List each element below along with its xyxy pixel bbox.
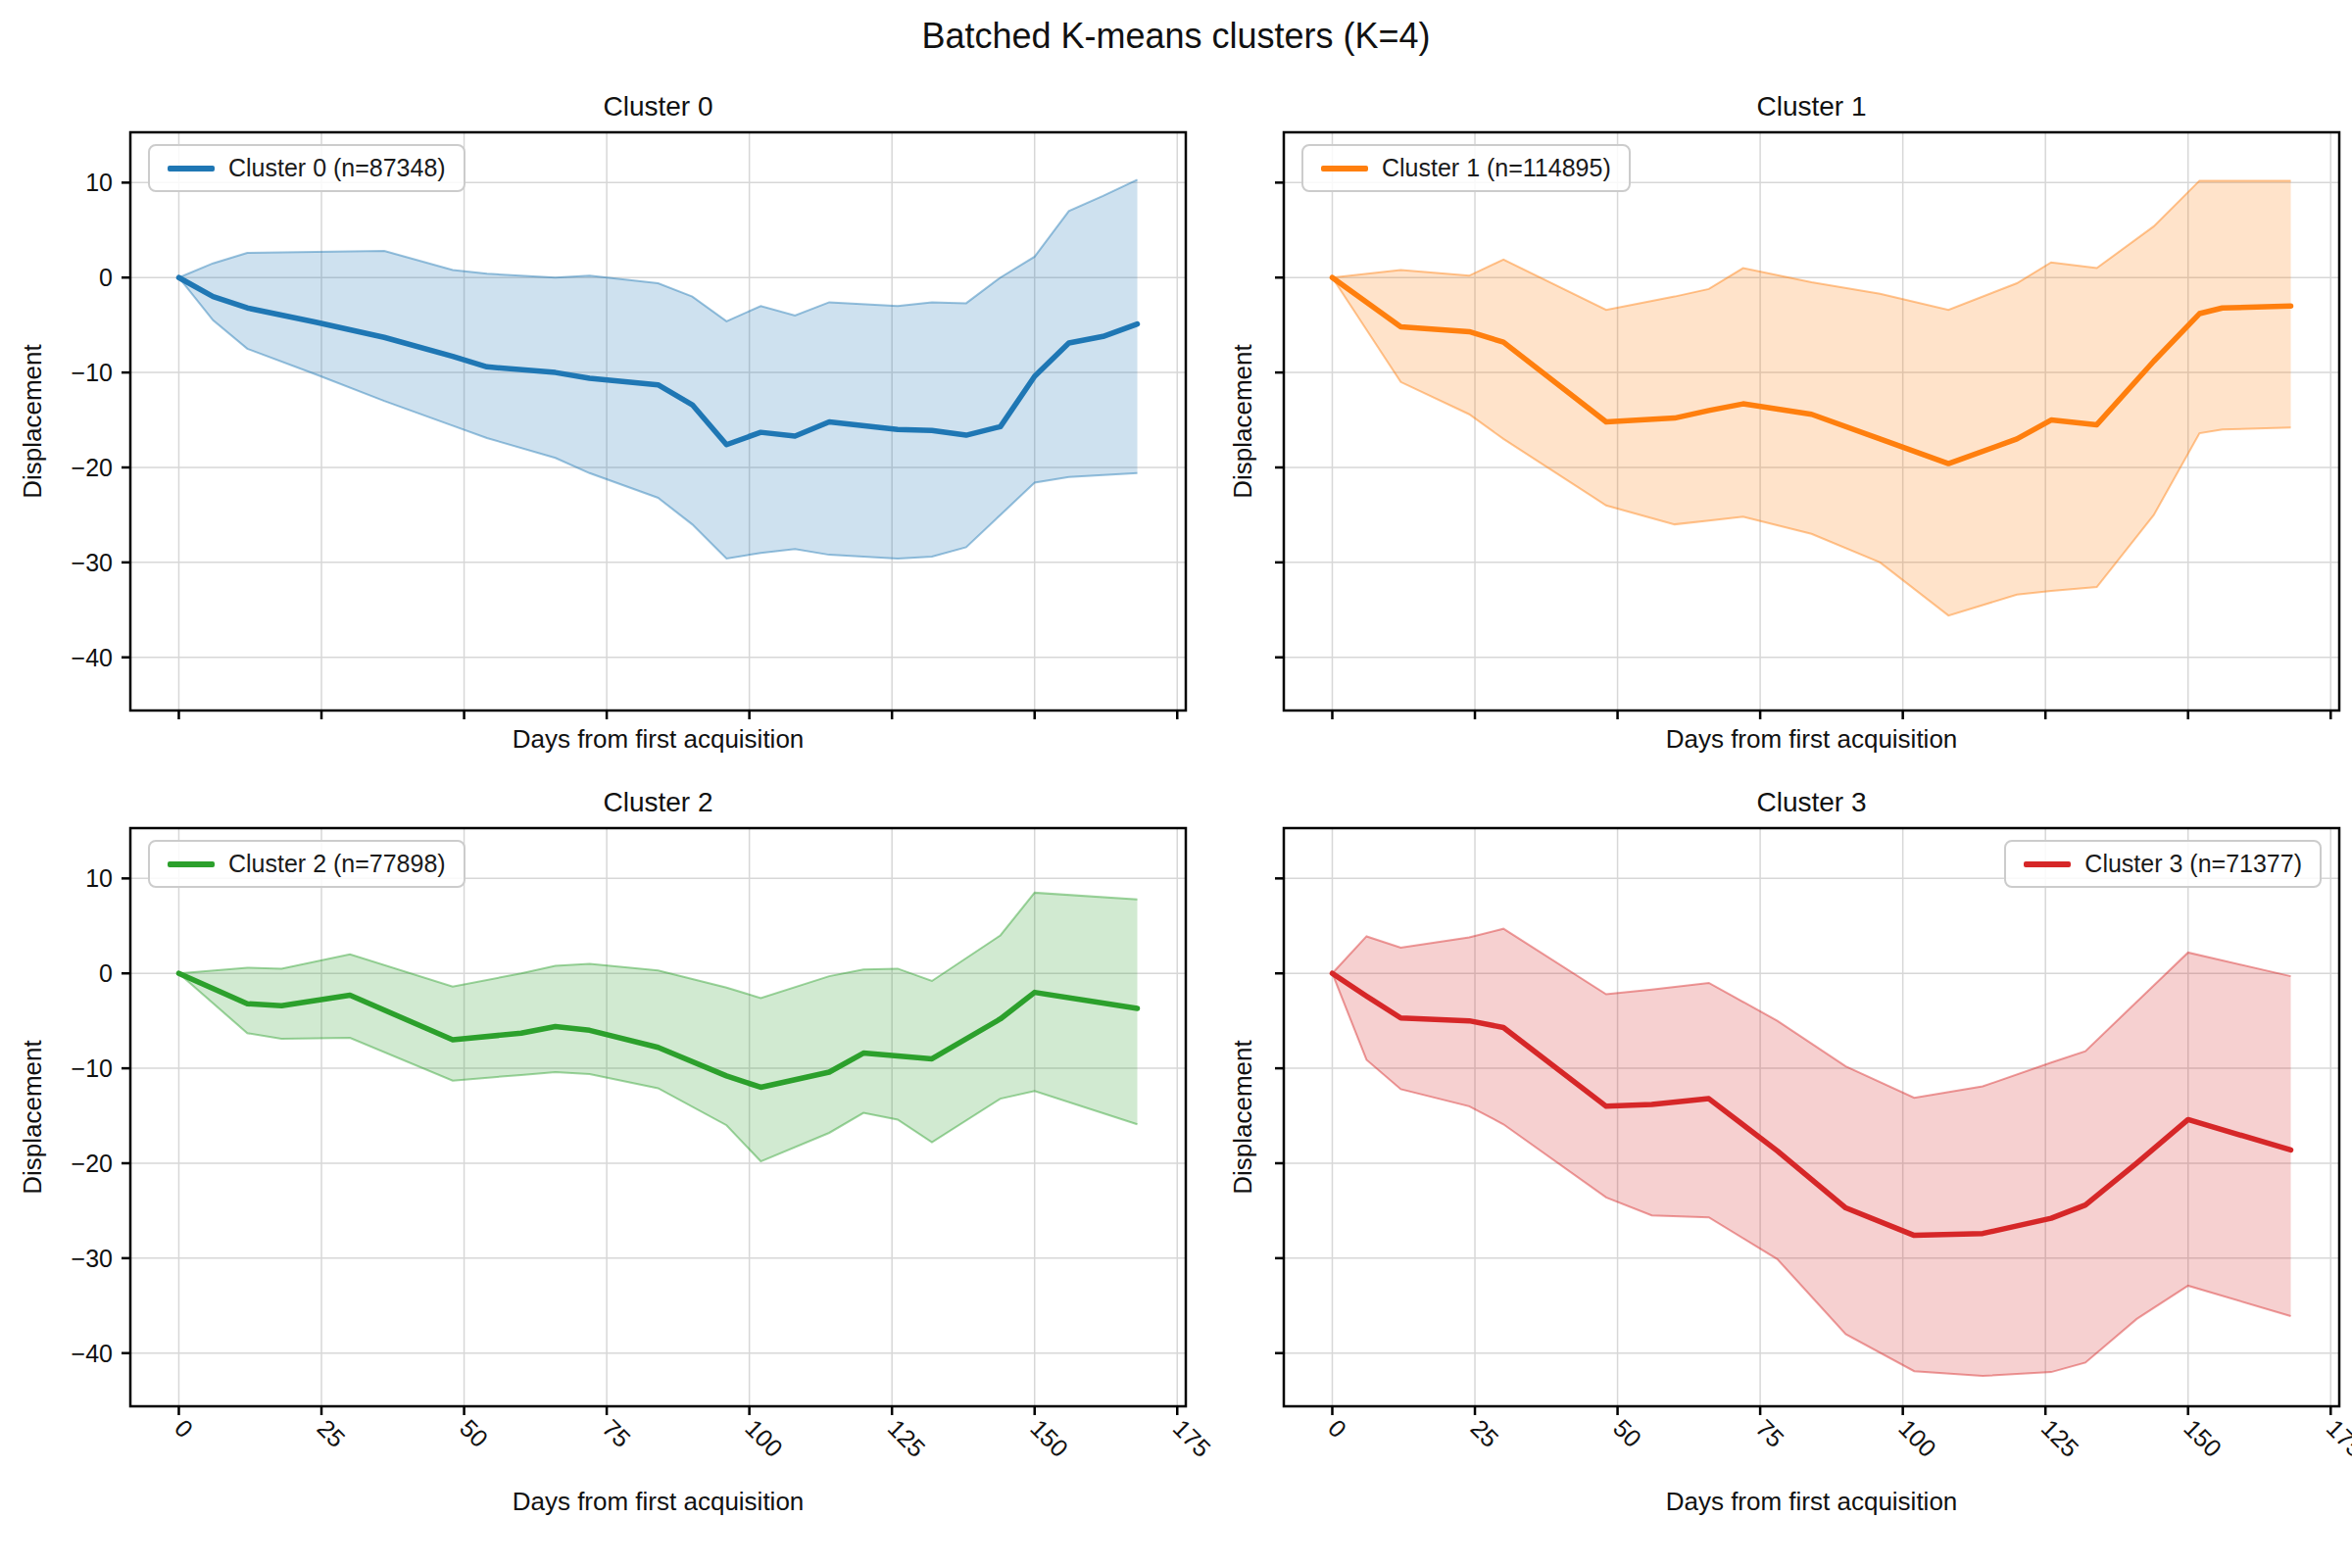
x-tick-label: 175 bbox=[1168, 1414, 1216, 1462]
x-tick-label: 150 bbox=[2179, 1414, 2227, 1462]
y-tick-label: 0 bbox=[99, 959, 113, 987]
x-tick-label: 100 bbox=[1893, 1414, 1941, 1462]
legend-cluster-2: Cluster 2 (n=77898) bbox=[148, 840, 466, 888]
confidence-band bbox=[178, 179, 1137, 559]
x-tick-label: 125 bbox=[883, 1414, 931, 1462]
x-tick-label: 150 bbox=[1025, 1414, 1073, 1462]
y-tick-label: 10 bbox=[85, 864, 113, 892]
y-tick-label: −40 bbox=[72, 644, 113, 671]
subplot-cluster-0: Cluster 0 100−10−20−30−40 Cluster 0 (n=8… bbox=[130, 132, 1186, 710]
x-tick-label: 75 bbox=[1751, 1414, 1789, 1452]
legend-label-cluster-2: Cluster 2 (n=77898) bbox=[228, 850, 446, 878]
y-tick-label: 10 bbox=[85, 169, 113, 196]
chart-canvas-cluster-1 bbox=[1284, 132, 2339, 710]
y-tick-label: −20 bbox=[72, 1150, 113, 1177]
x-tick-label: 175 bbox=[2322, 1414, 2352, 1462]
y-tick-label: −40 bbox=[72, 1340, 113, 1367]
subplot-cluster-2: Cluster 2 100−10−20−30−40025507510012515… bbox=[130, 828, 1186, 1406]
x-tick-label: 25 bbox=[312, 1414, 350, 1452]
x-axis-label: Days from first acquisition bbox=[130, 724, 1186, 755]
figure-suptitle: Batched K-means clusters (K=4) bbox=[0, 16, 2352, 57]
subplot-title-cluster-3: Cluster 3 bbox=[1284, 787, 2339, 818]
y-tick-label: −30 bbox=[72, 549, 113, 576]
x-axis-label: Days from first acquisition bbox=[1284, 724, 2339, 755]
legend-line-sample-icon bbox=[168, 166, 215, 172]
confidence-band bbox=[1332, 180, 2290, 615]
y-axis-label: Displacement bbox=[1228, 1040, 1258, 1195]
x-tick-label: 100 bbox=[740, 1414, 788, 1462]
legend-line-sample-icon bbox=[1321, 166, 1368, 172]
x-tick-label: 50 bbox=[1608, 1414, 1646, 1452]
legend-cluster-1: Cluster 1 (n=114895) bbox=[1301, 144, 1631, 192]
subplot-title-cluster-1: Cluster 1 bbox=[1284, 91, 2339, 122]
legend-label-cluster-1: Cluster 1 (n=114895) bbox=[1382, 154, 1611, 182]
confidence-band bbox=[178, 893, 1137, 1161]
subplot-title-cluster-2: Cluster 2 bbox=[130, 787, 1186, 818]
y-tick-label: 0 bbox=[99, 264, 113, 291]
legend-cluster-0: Cluster 0 (n=87348) bbox=[148, 144, 466, 192]
chart-canvas-cluster-0: 100−10−20−30−40 bbox=[130, 132, 1186, 710]
y-tick-label: −30 bbox=[72, 1245, 113, 1272]
legend-line-sample-icon bbox=[168, 861, 215, 867]
legend-line-sample-icon bbox=[2024, 861, 2071, 867]
x-tick-label: 0 bbox=[170, 1414, 199, 1444]
x-tick-label: 0 bbox=[1323, 1414, 1352, 1444]
subplot-title-cluster-0: Cluster 0 bbox=[130, 91, 1186, 122]
legend-label-cluster-3: Cluster 3 (n=71377) bbox=[2084, 850, 2302, 878]
y-axis-label: Displacement bbox=[18, 344, 48, 499]
x-tick-label: 125 bbox=[2036, 1414, 2084, 1462]
x-tick-label: 25 bbox=[1465, 1414, 1503, 1452]
subplot-cluster-3: Cluster 3 0255075100125150175 Cluster 3 … bbox=[1284, 828, 2339, 1406]
y-tick-label: −20 bbox=[72, 454, 113, 481]
y-axis-label: Displacement bbox=[1228, 344, 1258, 499]
x-axis-label: Days from first acquisition bbox=[1284, 1487, 2339, 1517]
y-tick-label: −10 bbox=[72, 359, 113, 386]
subplot-cluster-1: Cluster 1 Cluster 1 (n=114895) Days from… bbox=[1284, 132, 2339, 710]
x-axis-label: Days from first acquisition bbox=[130, 1487, 1186, 1517]
legend-cluster-3: Cluster 3 (n=71377) bbox=[2004, 840, 2322, 888]
legend-label-cluster-0: Cluster 0 (n=87348) bbox=[228, 154, 446, 182]
chart-canvas-cluster-2: 100−10−20−30−400255075100125150175 bbox=[130, 828, 1186, 1406]
x-tick-label: 50 bbox=[455, 1414, 493, 1452]
y-axis-label: Displacement bbox=[18, 1040, 48, 1195]
x-tick-label: 75 bbox=[598, 1414, 636, 1452]
figure: Batched K-means clusters (K=4) Cluster 0… bbox=[0, 0, 2352, 1568]
chart-canvas-cluster-3: 0255075100125150175 bbox=[1284, 828, 2339, 1406]
y-tick-label: −10 bbox=[72, 1054, 113, 1082]
